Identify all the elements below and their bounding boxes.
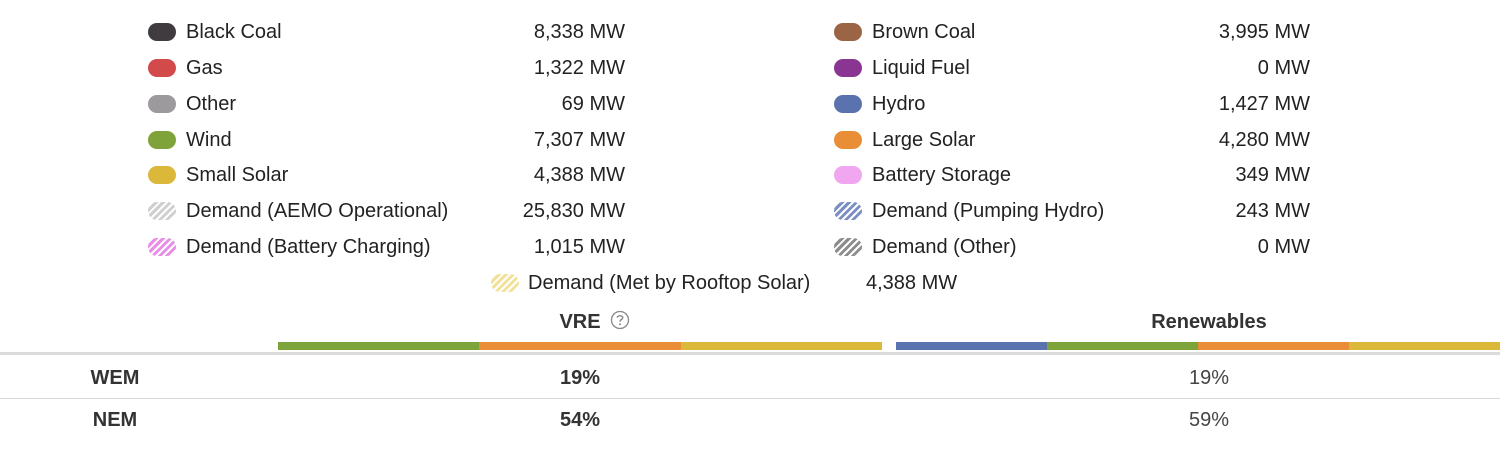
legend-label: Wind	[186, 128, 232, 151]
column-color-bar	[680, 342, 882, 350]
legend-label: Other	[186, 92, 237, 115]
legend-swatch	[834, 130, 862, 149]
legend-swatch	[148, 23, 176, 41]
legend-label: Battery Storage	[872, 164, 1011, 187]
legend-value: 7,307 MW	[533, 128, 625, 151]
legend-value: 3,995 MW	[1218, 21, 1310, 43]
cell-value: 59%	[1188, 409, 1230, 431]
legend-swatch	[148, 130, 176, 149]
legend-label: Liquid Fuel	[872, 56, 970, 79]
column-header: VRE	[559, 311, 601, 333]
cell-value: 54%	[559, 409, 601, 431]
legend-swatch	[834, 202, 862, 221]
legend-swatch	[834, 166, 862, 185]
legend-swatch	[148, 238, 176, 257]
legend-swatch	[148, 166, 176, 185]
legend-label: Brown Coal	[872, 21, 976, 43]
legend-value: 69 MW	[561, 92, 625, 115]
legend-swatch	[491, 273, 519, 292]
legend-swatch	[834, 23, 862, 41]
legend-label: Demand (Met by Rooftop Solar)	[528, 271, 811, 294]
legend-label: Demand (Other)	[872, 236, 1017, 259]
column-color-bar	[278, 342, 480, 350]
legend-value: 349 MW	[1235, 164, 1310, 187]
legend-value: 4,388 MW	[533, 164, 625, 187]
legend-label: Demand (Pumping Hydro)	[872, 200, 1105, 223]
legend-value: 0 MW	[1257, 236, 1310, 259]
legend-value: 8,338 MW	[533, 21, 625, 43]
column-color-bar	[896, 342, 1047, 350]
row-rule	[0, 398, 1500, 399]
legend-label: Black Coal	[186, 21, 282, 43]
legend-value: 25,830 MW	[522, 200, 625, 223]
cell-value: 19%	[559, 367, 601, 389]
cell-value: 19%	[1188, 367, 1230, 389]
row-label: WEM	[90, 367, 140, 389]
legend-label: Demand (AEMO Operational)	[186, 200, 449, 223]
legend-label: Demand (Battery Charging)	[186, 236, 431, 259]
column-header: Renewables	[1151, 311, 1267, 333]
legend-swatch	[834, 238, 862, 257]
row-label: NEM	[92, 409, 138, 431]
legend-label: Small Solar	[186, 164, 289, 187]
legend-swatch	[148, 58, 176, 77]
legend-swatch	[148, 202, 176, 221]
legend-value: 1,322 MW	[533, 56, 625, 79]
legend-swatch	[834, 94, 862, 113]
column-color-bar	[1198, 342, 1349, 350]
legend-value: 1,015 MW	[533, 236, 625, 259]
header-rule	[0, 352, 1500, 355]
help-icon[interactable]	[610, 310, 630, 330]
legend-value: 1,427 MW	[1218, 92, 1310, 115]
legend-swatch	[148, 94, 176, 113]
column-color-bar	[1349, 342, 1500, 350]
column-color-bar	[479, 342, 681, 350]
legend-value: 243 MW	[1235, 200, 1310, 223]
column-color-bar	[1047, 342, 1198, 350]
legend-label: Hydro	[872, 92, 926, 115]
legend-label: Gas	[186, 56, 223, 79]
legend-label: Large Solar	[872, 128, 976, 151]
legend-swatch	[834, 58, 862, 77]
legend-value: 0 MW	[1257, 56, 1310, 79]
legend-value: 4,280 MW	[1218, 128, 1310, 151]
legend-value: 4,388 MW	[866, 271, 958, 294]
